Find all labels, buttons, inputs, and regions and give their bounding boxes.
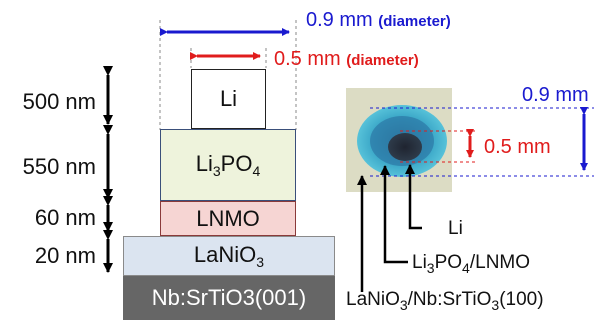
thickness-60: 60 nm bbox=[34, 205, 96, 230]
photo-inner-label: 0.5 mm bbox=[484, 136, 551, 158]
thickness-500: 500 nm bbox=[22, 89, 96, 114]
layer-substrate-label: Nb:SrTiO3(001) bbox=[151, 285, 307, 310]
layer-li3po4-label: Li3PO4 bbox=[195, 151, 261, 179]
inner-diameter-note: (diameter) bbox=[346, 52, 419, 69]
thickness-labels: 500 nm 550 nm 60 nm 20 nm bbox=[0, 0, 96, 320]
leader-li bbox=[405, 164, 422, 230]
inner-diameter-value: 0.5 mm bbox=[274, 48, 341, 70]
thickness-550: 550 nm bbox=[22, 154, 96, 179]
layer-lanio3: LaNiO3 bbox=[123, 236, 335, 276]
layer-lnmo: LNMO bbox=[160, 201, 296, 236]
photo-label-li3po4-lnmo: Li3PO4/LNMO bbox=[412, 252, 531, 276]
electrode-photo-core bbox=[388, 133, 422, 161]
layer-substrate: Nb:SrTiO3(001) bbox=[123, 276, 335, 320]
layer-li: Li bbox=[191, 69, 266, 129]
photo-label-li: Li bbox=[448, 218, 463, 239]
thickness-20: 20 nm bbox=[34, 243, 96, 268]
leader-li3po4-lnmo bbox=[380, 165, 408, 264]
outer-diameter-note: (diameter) bbox=[378, 13, 451, 30]
layer-lnmo-label: LNMO bbox=[196, 205, 260, 231]
photo-outer-label: 0.9 mm bbox=[522, 84, 589, 106]
outer-diameter-label: 0.9 mm (diameter) bbox=[306, 9, 451, 32]
outer-diameter-value: 0.9 mm bbox=[306, 9, 373, 31]
layer-li3po4: Li3PO4 bbox=[160, 129, 296, 201]
photo-label-lanio3-nbsto: LaNiO3/Nb:SrTiO3(100) bbox=[346, 289, 544, 313]
layer-lanio3-label: LaNiO3 bbox=[193, 242, 265, 270]
inner-diameter-label: 0.5 mm (diameter) bbox=[274, 48, 419, 71]
layer-li-label: Li bbox=[219, 86, 238, 111]
